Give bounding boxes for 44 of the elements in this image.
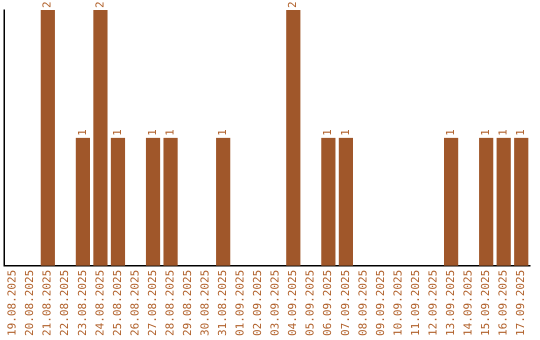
- x-tick-label: 14.09.2025: [461, 270, 474, 336]
- data-label: 1: [76, 129, 89, 136]
- x-tick-label: 25.08.2025: [110, 270, 124, 336]
- data-label: 1: [110, 129, 124, 136]
- x-tick-label: 17.09.2025: [514, 270, 528, 336]
- data-label: 1: [479, 129, 492, 136]
- x-tick-label: 08.09.2025: [356, 270, 370, 336]
- x-tick-label: 09.09.2025: [374, 270, 387, 336]
- x-tick-label: 31.08.2025: [216, 270, 230, 336]
- x-tick-label: 07.09.2025: [338, 270, 352, 336]
- x-tick-label: 22.08.2025: [58, 270, 72, 336]
- x-tick-label: 06.09.2025: [321, 270, 334, 336]
- data-label: 1: [216, 129, 230, 136]
- x-tick-label: 13.09.2025: [444, 270, 457, 336]
- data-label: 1: [496, 129, 510, 136]
- data-label: 1: [163, 129, 176, 136]
- x-tick-label: 01.09.2025: [234, 270, 247, 336]
- data-label: 2: [40, 1, 54, 8]
- data-label: 2: [286, 1, 300, 8]
- data-label: 1: [444, 129, 457, 136]
- data-label: 2: [93, 1, 106, 8]
- x-tick-label: 28.08.2025: [163, 270, 176, 336]
- x-tick-label: 20.08.2025: [23, 270, 36, 336]
- x-tick-label: 26.08.2025: [128, 270, 142, 336]
- x-tick-label: 11.09.2025: [408, 270, 422, 336]
- x-tick-label: 19.08.2025: [6, 270, 19, 336]
- x-tick-label: 27.08.2025: [146, 270, 159, 336]
- data-label: 1: [514, 129, 528, 136]
- x-tick-label: 29.08.2025: [180, 270, 194, 336]
- x-tick-label: 30.08.2025: [198, 270, 212, 336]
- data-label: 1: [146, 129, 159, 136]
- data-label: 1: [321, 129, 334, 136]
- x-tick-label: 12.09.2025: [426, 270, 440, 336]
- x-tick-label: 24.08.2025: [93, 270, 106, 336]
- x-tick-label: 05.09.2025: [304, 270, 317, 336]
- x-tick-label: 03.09.2025: [268, 270, 282, 336]
- x-tick-label: 04.09.2025: [286, 270, 300, 336]
- x-tick-label: 16.09.2025: [496, 270, 510, 336]
- x-tick-label: 10.09.2025: [391, 270, 404, 336]
- x-tick-label: 21.08.2025: [40, 270, 54, 336]
- x-tick-label: 02.09.2025: [251, 270, 264, 336]
- x-tick-label: 15.09.2025: [479, 270, 492, 336]
- x-tick-label: 23.08.2025: [76, 270, 89, 336]
- data-label: 1: [338, 129, 352, 136]
